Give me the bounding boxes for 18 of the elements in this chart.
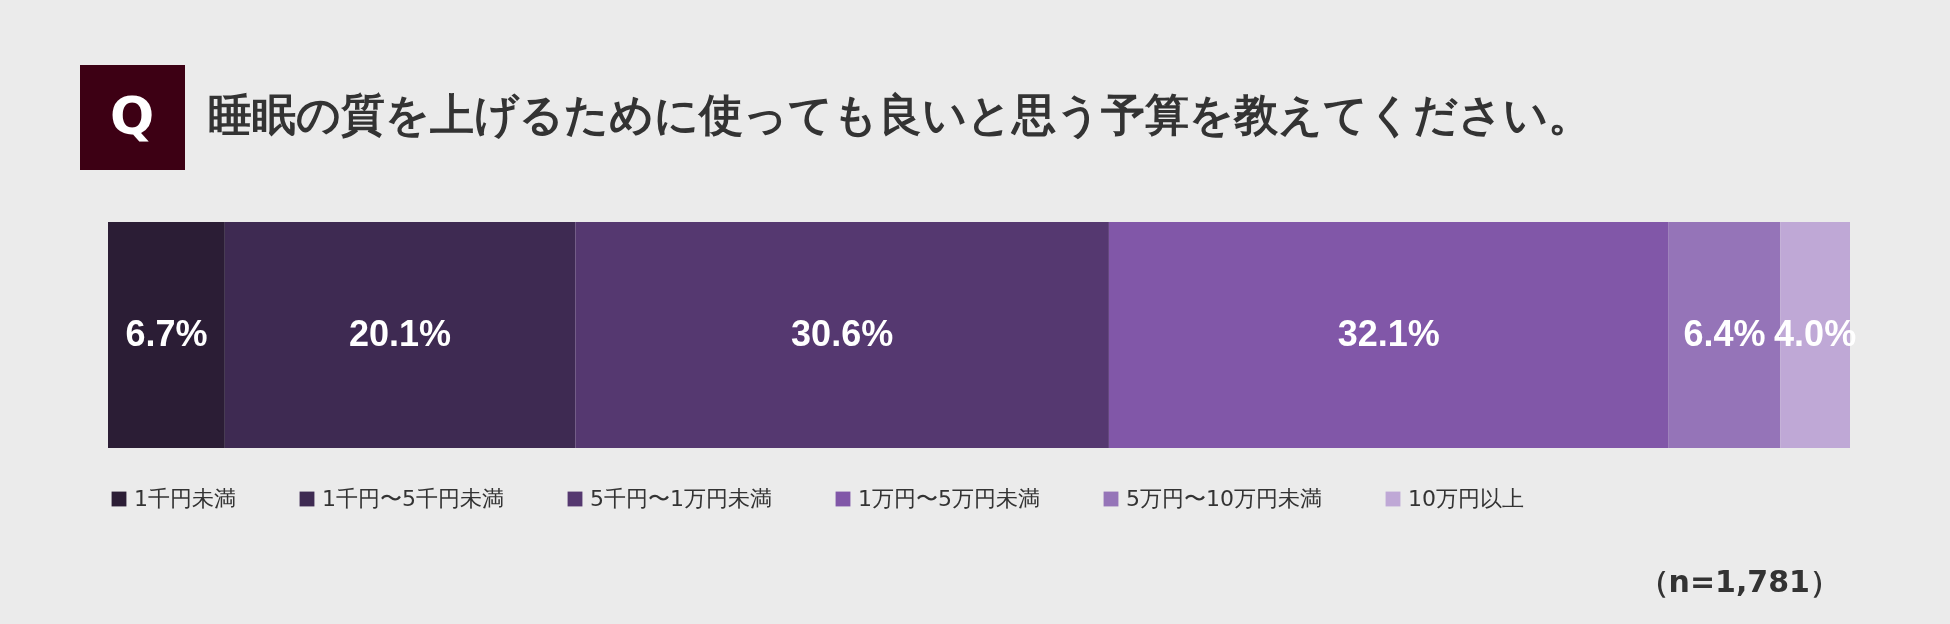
data-label: 30.6% (791, 313, 894, 354)
legend-label: 1万円〜5万円未満 (858, 486, 1040, 511)
legend-label: 5千円〜1万円未満 (590, 486, 772, 511)
text: Q (109, 86, 155, 146)
data-label: 32.1% (1337, 313, 1440, 354)
legend-label: 1千円〜5千円未満 (322, 486, 504, 511)
chart-title: 睡眠の質を上げるために使っても良いと思う予算を教えてください。 (208, 89, 1592, 140)
bar (224, 222, 576, 448)
text: （n=1,781） (1638, 564, 1840, 599)
legend-label: 10万円以上 (1408, 486, 1524, 511)
bar (108, 222, 225, 448)
bar (575, 222, 1109, 448)
legend-label: 1千円未満 (134, 486, 236, 511)
data-label: 6.7% (125, 313, 208, 354)
data-label: 6.4% (1683, 313, 1766, 354)
bar (1108, 222, 1669, 448)
legend-label: 5万円〜10万円未満 (1126, 486, 1322, 511)
data-label: 20.1% (349, 313, 452, 354)
